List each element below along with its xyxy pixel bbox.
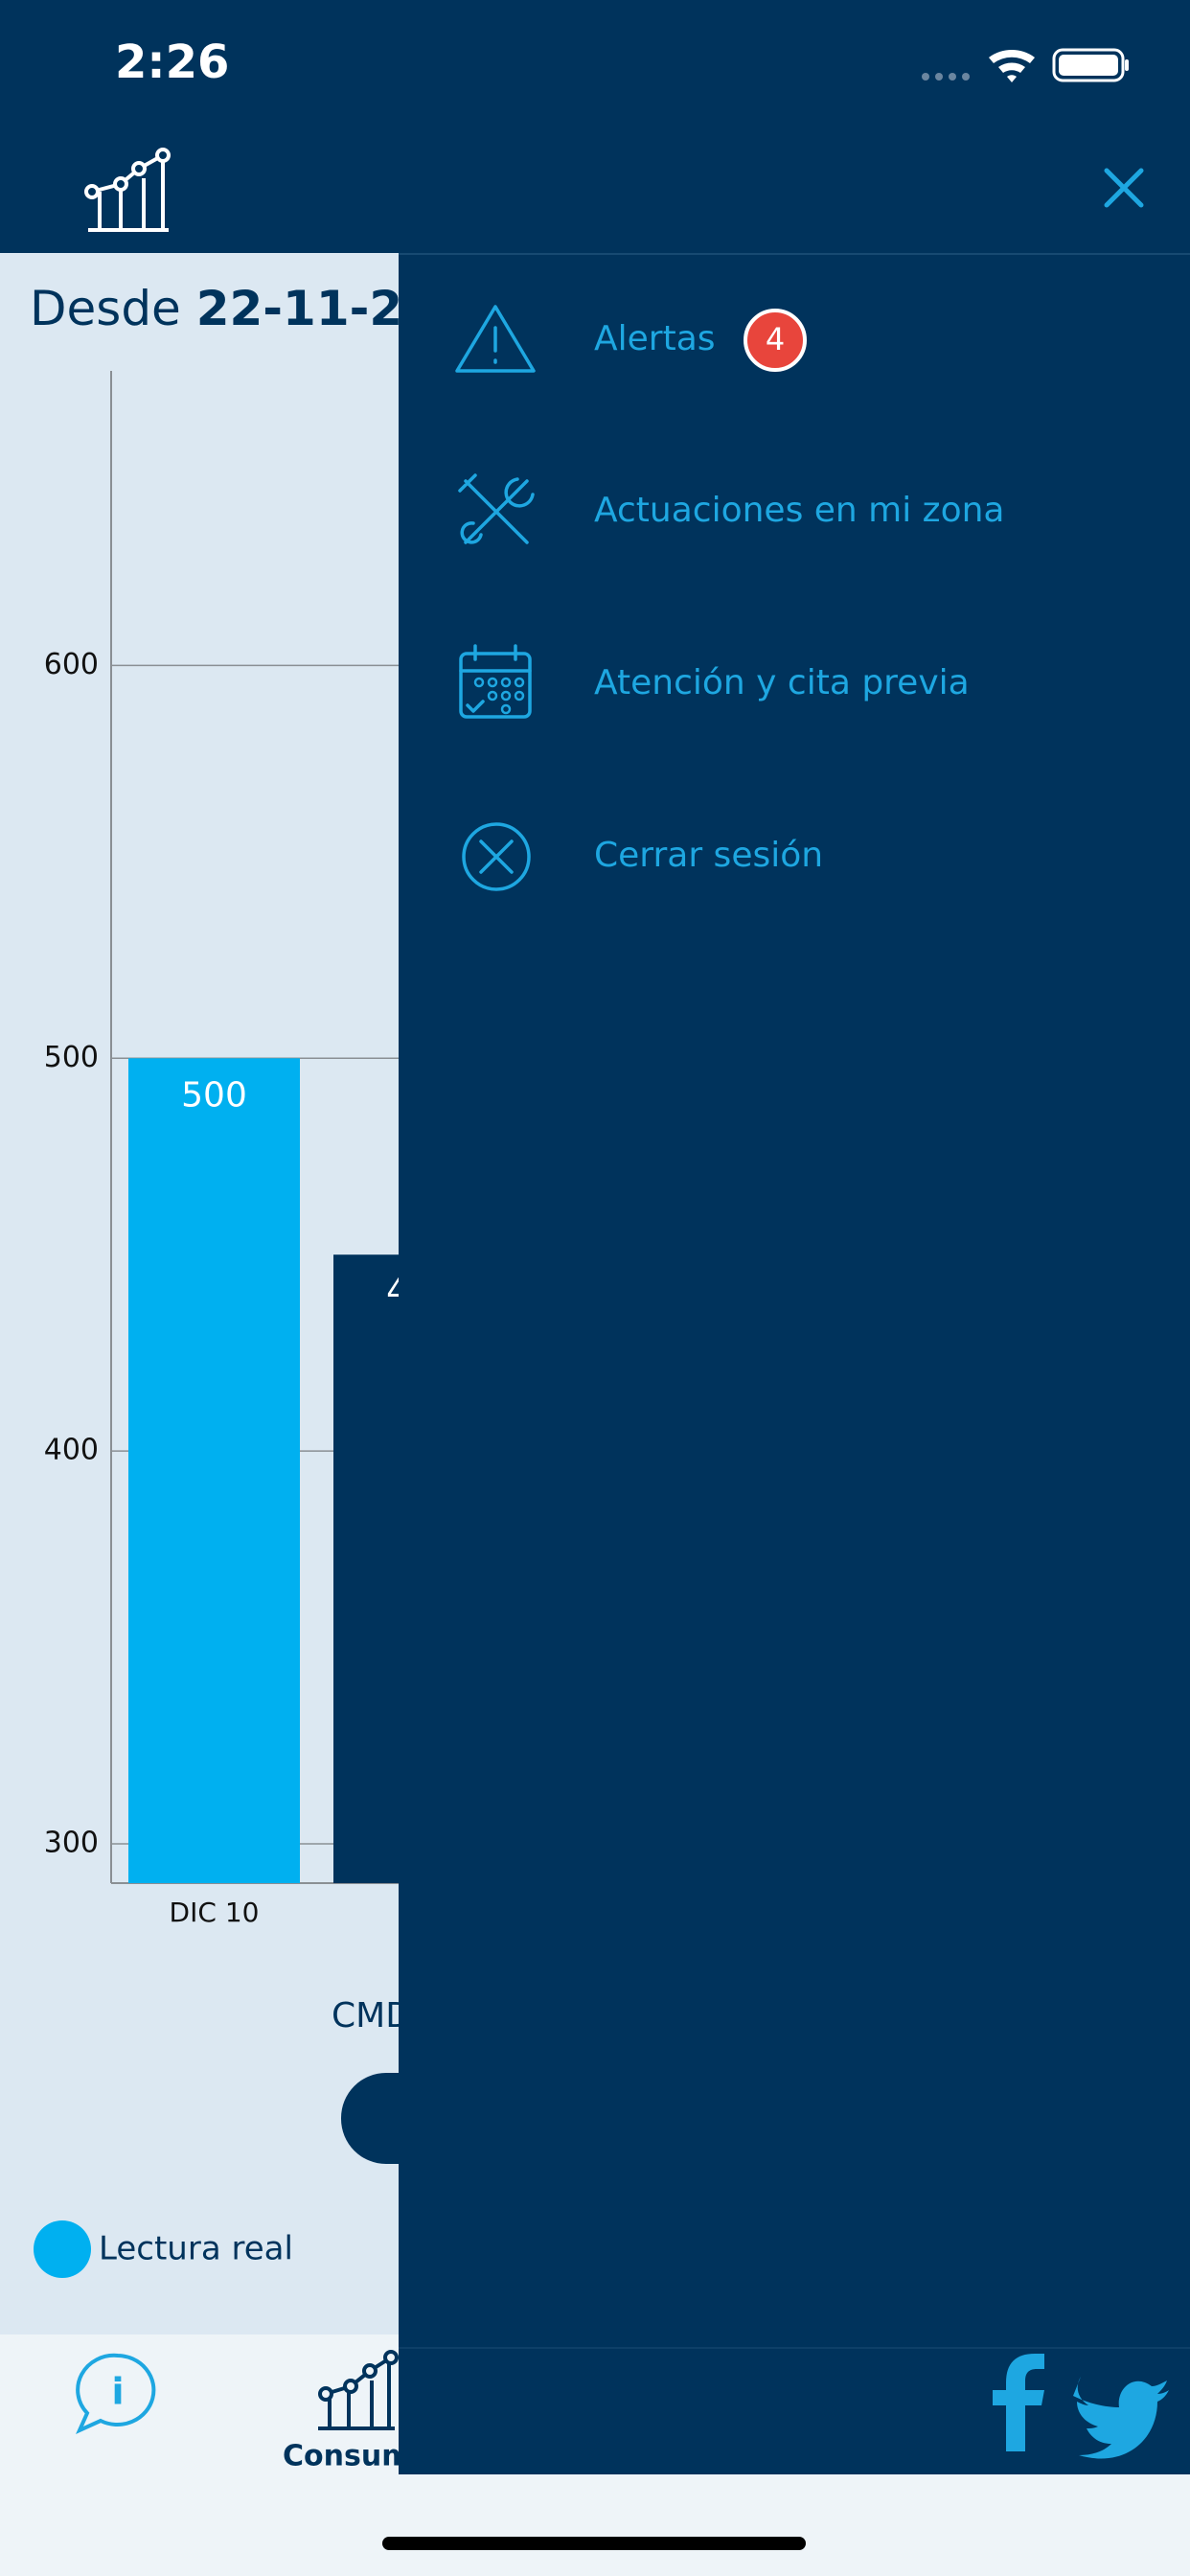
facebook-icon[interactable] [993, 2354, 1044, 2451]
menu-item[interactable]: Atención y cita previa [459, 644, 970, 719]
close-button[interactable] [1104, 168, 1144, 208]
y-tick-label: 300 [44, 1827, 99, 1860]
x-tick-label: DIC 10 [170, 1897, 260, 1928]
drawer-panel [399, 253, 1190, 2474]
y-tick-label: 500 [44, 1041, 99, 1074]
twitter-icon[interactable] [1073, 2377, 1169, 2459]
y-tick-label: 600 [44, 648, 99, 681]
menu-item[interactable]: Cerrar sesión [462, 822, 823, 891]
bar-value-label: 500 [181, 1075, 247, 1115]
legend-label: Lectura real [99, 2230, 293, 2268]
drawer: Alertas 4 Actuaciones en mi zona Atenció… [399, 168, 1190, 2474]
status-time: 2:26 [115, 35, 229, 89]
svg-text:i: i [111, 2371, 124, 2413]
x-axis-label: CMD [332, 1996, 412, 2036]
tab-chart-icon[interactable] [318, 2350, 399, 2430]
home-indicator [382, 2537, 806, 2550]
menu-label[interactable]: Actuaciones en mi zona [594, 491, 1004, 530]
tab-info-icon[interactable]: i [76, 2353, 156, 2434]
chart-title: Desde 22-11-20 [30, 281, 436, 336]
badge [744, 309, 807, 372]
badge-count: 4 [766, 321, 785, 357]
menu-label[interactable]: Alertas [594, 319, 716, 358]
header [0, 0, 1190, 253]
y-tick-label: 400 [44, 1434, 99, 1467]
menu-label[interactable]: Cerrar sesión [594, 836, 823, 875]
legend-dot [34, 2220, 91, 2278]
title-prefix: Desde [30, 281, 181, 336]
bar [128, 1058, 300, 1883]
status-icons [922, 48, 1129, 82]
menu-item[interactable]: Actuaciones en mi zona [458, 473, 1004, 544]
title-date: 22-11-20 [196, 281, 436, 336]
menu-item[interactable]: Alertas 4 [455, 305, 807, 373]
header-chart-icon [84, 148, 171, 232]
tab-label[interactable]: Consum [283, 2440, 411, 2473]
menu-label[interactable]: Atención y cita previa [594, 663, 970, 702]
